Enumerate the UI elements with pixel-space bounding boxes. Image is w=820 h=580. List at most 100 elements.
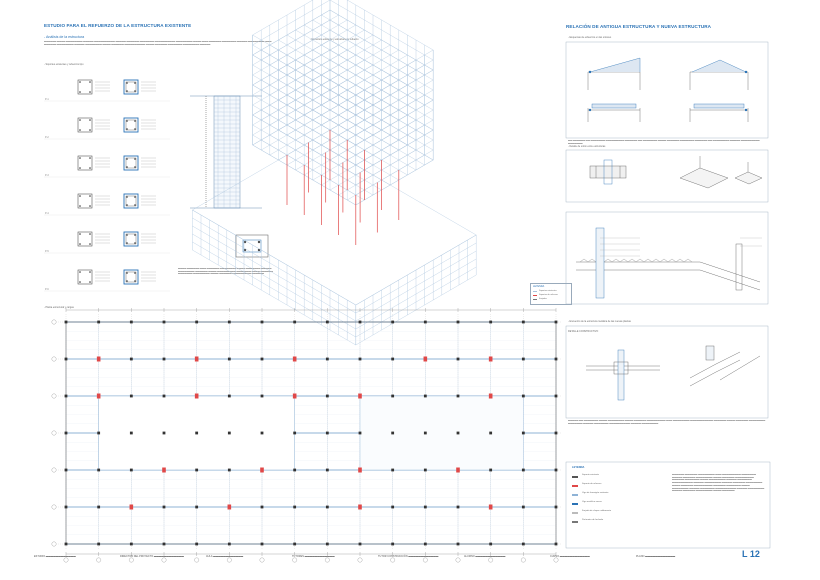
axon-legend-title: LEYENDA bbox=[533, 285, 545, 288]
plan-column bbox=[325, 542, 329, 546]
plan-column bbox=[489, 542, 493, 546]
legend-title: LEYENDA bbox=[572, 466, 585, 469]
plan-column bbox=[456, 357, 460, 361]
plan-column bbox=[423, 468, 427, 472]
plan-column bbox=[391, 394, 395, 398]
plan-column bbox=[227, 320, 231, 324]
plan-column bbox=[129, 320, 133, 324]
plan-column bbox=[195, 431, 199, 435]
column-section-label: P-5 bbox=[45, 250, 49, 253]
plan-column bbox=[162, 357, 166, 361]
plan-reinforced-column bbox=[358, 393, 362, 399]
plan-column bbox=[260, 542, 264, 546]
plan-column bbox=[521, 431, 525, 435]
plan-column bbox=[227, 431, 231, 435]
plan-reinforced-column bbox=[227, 504, 232, 510]
plan-column bbox=[554, 394, 558, 398]
plan-column bbox=[391, 542, 395, 546]
plan-column bbox=[358, 431, 362, 435]
plan-column bbox=[554, 542, 558, 546]
column-section-label: P-6 bbox=[45, 288, 49, 291]
footer-item: PLANO ▬▬▬▬▬▬▬▬▬▬▬▬ bbox=[636, 555, 676, 558]
plan-column bbox=[64, 505, 68, 509]
footer-item: TUTORES ▬▬▬▬▬▬▬▬▬▬▬▬ bbox=[292, 555, 335, 558]
plan-column bbox=[129, 431, 133, 435]
legend-item: Perímetro de fachada bbox=[572, 519, 662, 528]
plan-column bbox=[195, 320, 199, 324]
plan-column bbox=[423, 505, 427, 509]
plan-column bbox=[162, 542, 166, 546]
plan-column bbox=[325, 394, 329, 398]
legend-item-label: Viga de hormigón existente bbox=[582, 492, 609, 494]
plan-column bbox=[64, 468, 68, 472]
plan-column bbox=[554, 431, 558, 435]
plan-column bbox=[489, 320, 493, 324]
legend-item: Soporte existente bbox=[572, 474, 662, 483]
plan-column bbox=[489, 468, 493, 472]
plan-column bbox=[293, 505, 297, 509]
plan-column bbox=[227, 468, 231, 472]
legend-item: Viga metálica nueva bbox=[572, 501, 662, 510]
column-section-2: P-2 bbox=[44, 117, 170, 140]
column-section-label: P-4 bbox=[45, 212, 49, 215]
legend-item-label: Soporte existente bbox=[582, 474, 600, 476]
plan-column bbox=[64, 542, 68, 546]
plan-column bbox=[554, 505, 558, 509]
legend-swatch bbox=[572, 512, 578, 514]
plan-column bbox=[293, 468, 297, 472]
plan-column bbox=[521, 357, 525, 361]
plan-column bbox=[391, 431, 395, 435]
plan-column bbox=[423, 431, 427, 435]
axon-legend-item-3: Forjados bbox=[539, 298, 547, 300]
right-caption-2: - Detalle de unión entre estructuras bbox=[568, 145, 606, 148]
plan-column bbox=[554, 320, 558, 324]
plan-column bbox=[293, 320, 297, 324]
plan-column bbox=[554, 468, 558, 472]
footer-item: CURSO ▬▬▬▬▬▬▬▬▬▬▬▬ bbox=[550, 555, 590, 558]
legend-item: Forjado de chapa colaborante bbox=[572, 510, 662, 519]
plan-reinforced-column bbox=[488, 393, 493, 399]
plan-column bbox=[227, 357, 231, 361]
column-section-4: P-4 bbox=[44, 193, 170, 216]
plan-column bbox=[423, 320, 427, 324]
plan-column bbox=[227, 542, 231, 546]
plan-column bbox=[358, 357, 362, 361]
legend-swatch bbox=[572, 503, 578, 505]
column-plan-detail bbox=[235, 234, 269, 258]
plan-reinforced-column bbox=[488, 504, 493, 510]
legend-swatch-existing bbox=[533, 291, 537, 292]
legend-notes: ▬▬▬▬▬▬ ▬▬▬▬▬▬ ▬▬▬▬▬▬▬▬ ▬▬▬ ▬▬▬▬▬▬▬▬▬ ▬▬▬… bbox=[672, 474, 765, 493]
plan-column bbox=[391, 320, 395, 324]
column-section-label: P-2 bbox=[45, 136, 49, 139]
column-section-label: P-3 bbox=[45, 174, 49, 177]
axon-legend-item-1: Soportes existentes bbox=[539, 290, 557, 292]
axon-caption: - Estructura existente y estructura de r… bbox=[310, 38, 359, 41]
column-elevation bbox=[190, 95, 262, 209]
plan-column bbox=[129, 468, 133, 472]
plan-reinforced-column bbox=[488, 356, 493, 362]
plan-column bbox=[195, 505, 199, 509]
footer-item: AULA ▬▬▬▬▬▬▬▬▬▬▬▬ bbox=[206, 555, 244, 558]
plan-column bbox=[97, 468, 101, 472]
footer-item: ESTUDIO ▬▬▬▬▬▬▬▬▬▬▬▬ bbox=[34, 555, 76, 558]
plan-column bbox=[64, 357, 68, 361]
plan-column bbox=[129, 542, 133, 546]
plan-column bbox=[521, 542, 525, 546]
left-intro-paragraph: ▬▬▬▬▬▬ ▬▬▬▬ ▬▬▬▬▬▬▬▬ ▬▬▬▬▬ ▬▬▬▬▬▬▬▬▬▬ ▬▬… bbox=[44, 41, 272, 46]
legend-item: Soporte de refuerzo bbox=[572, 483, 662, 492]
legend-item-label: Soporte de refuerzo bbox=[582, 483, 602, 485]
plan-column bbox=[391, 468, 395, 472]
plan-column bbox=[64, 394, 68, 398]
plan-reinforced-column bbox=[358, 504, 362, 510]
plan-caption: - Planta estructural y cargas bbox=[44, 306, 74, 309]
footer-item: TUTOR CONSTRUCCIÓN ▬▬▬▬▬▬▬▬▬▬▬▬ bbox=[378, 555, 439, 558]
plan-column bbox=[456, 394, 460, 398]
plan-column bbox=[260, 357, 264, 361]
plan-reinforced-column bbox=[423, 356, 428, 362]
plan-column bbox=[260, 505, 264, 509]
legend-swatch-slab bbox=[533, 299, 537, 300]
plan-column bbox=[423, 394, 427, 398]
